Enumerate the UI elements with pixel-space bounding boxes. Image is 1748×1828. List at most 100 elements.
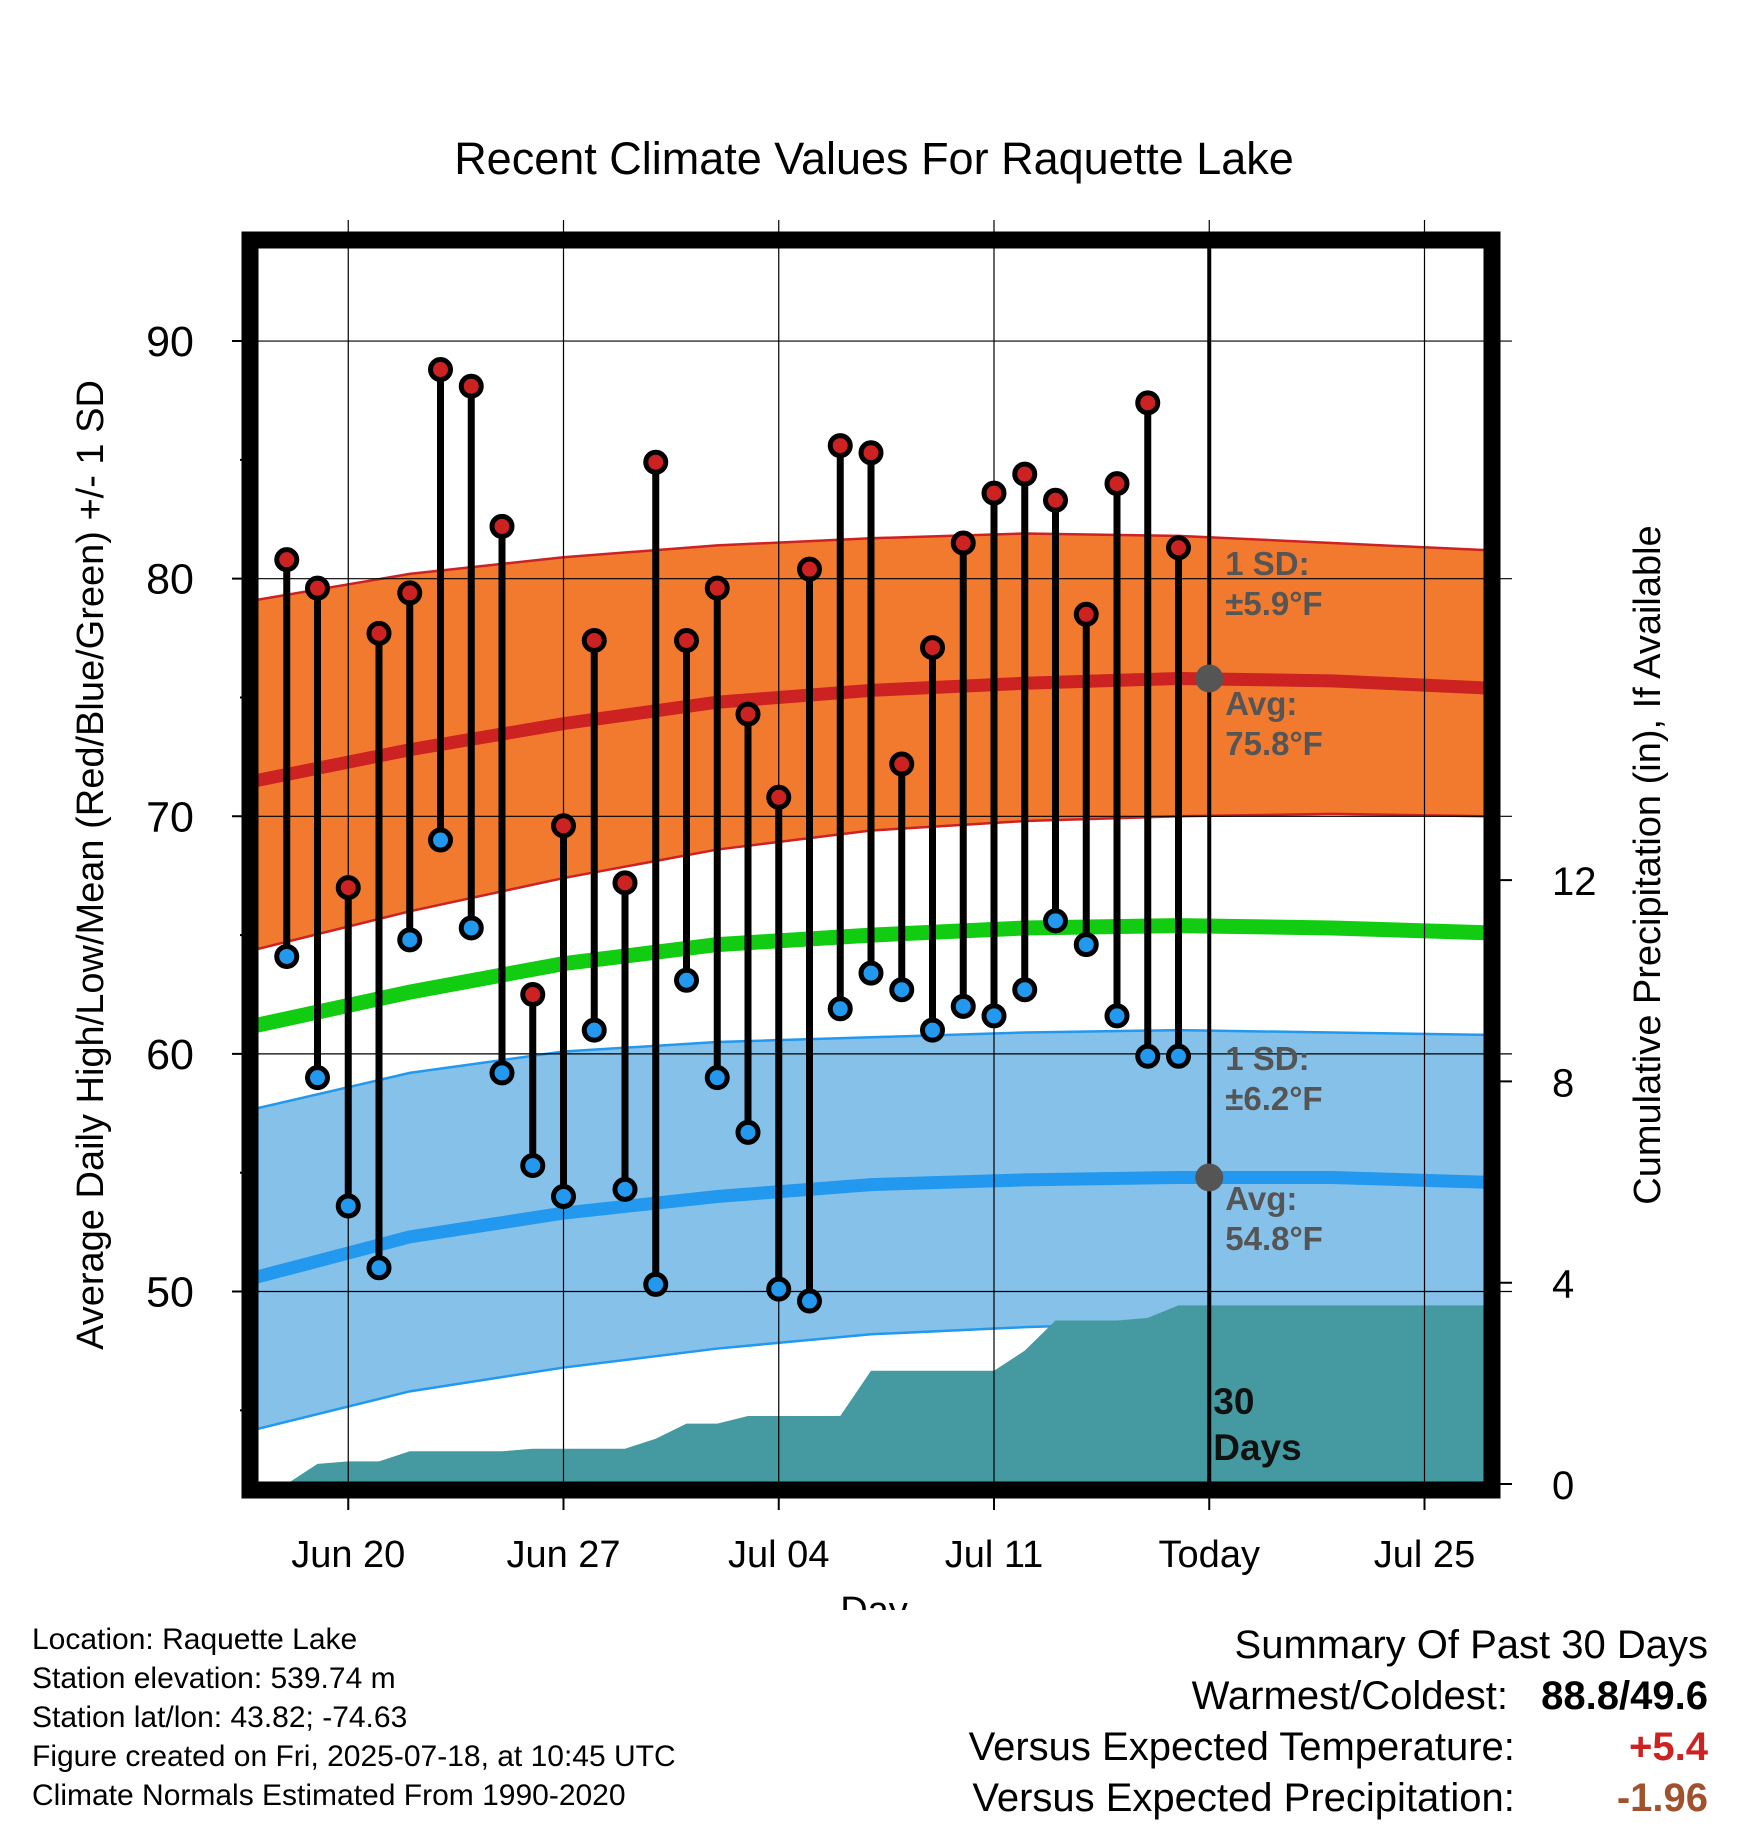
y2-axis-label: Cumulative Precipitation (in), If Availa… <box>1627 525 1669 1204</box>
daily-high-point <box>1166 535 1191 561</box>
x-tick-label: Jun 27 <box>506 1534 620 1576</box>
x-tick-label: Jun 20 <box>291 1534 405 1576</box>
daily-low-point <box>428 827 453 853</box>
daily-low-point <box>397 927 423 953</box>
daily-high-point <box>797 556 822 582</box>
daily-high-point <box>397 580 423 606</box>
y-tick-label: 80 <box>146 556 194 604</box>
daily-high-point <box>1135 390 1161 416</box>
daily-low-point <box>735 1119 761 1145</box>
y2-tick-label: 0 <box>1552 1464 1574 1508</box>
high-sd-annotation: 1 SD: <box>1225 545 1309 582</box>
summary-panel: Summary Of Past 30 Days Warmest/Coldest:… <box>969 1620 1708 1824</box>
daily-high-point <box>489 513 515 539</box>
high-avg-value-annotation: 75.8°F <box>1225 725 1323 762</box>
daily-low-point <box>981 1003 1007 1029</box>
daily-high-point <box>1043 487 1068 513</box>
daily-low-point <box>1043 908 1068 934</box>
y-tick-label: 70 <box>146 793 194 841</box>
precip-departure-label: Versus Expected Precipitation: <box>972 1776 1515 1820</box>
daily-low-point <box>950 993 976 1019</box>
x-tick-label: Jul 25 <box>1374 1534 1475 1576</box>
daily-low-point <box>643 1271 669 1297</box>
climate-chart: Recent Climate Values For Raquette Lake … <box>70 133 1669 1610</box>
coldest-value: 49.6 <box>1630 1674 1708 1718</box>
daily-low-point <box>920 1017 945 1043</box>
warmest-coldest-value: 88.8/49.6 <box>1541 1671 1708 1722</box>
elevation-text: Station elevation: 539.74 m <box>32 1662 396 1695</box>
daily-high-point <box>335 875 361 901</box>
normals-text: Climate Normals Estimated From 1990-2020 <box>32 1779 626 1812</box>
daily-high-point <box>551 813 576 839</box>
daily-high-point <box>858 440 884 466</box>
daily-low-point <box>674 967 699 993</box>
daily-high-point <box>520 982 546 1008</box>
days-label-annotation: Days <box>1213 1427 1301 1468</box>
precip-departure-row: Versus Expected Precipitation: -1.96 <box>969 1773 1708 1824</box>
daily-high-point <box>458 373 484 399</box>
y2-tick-label: 8 <box>1552 1061 1574 1105</box>
temp-departure-row: Versus Expected Temperature: +5.4 <box>969 1722 1708 1773</box>
days-count-annotation: 30 <box>1213 1381 1254 1422</box>
daily-high-point <box>827 433 853 459</box>
daily-low-point <box>858 960 884 986</box>
daily-low-point <box>1166 1043 1191 1069</box>
low-sd-upper-line <box>256 1028 1486 1110</box>
temp-departure-value: +5.4 <box>1629 1725 1708 1769</box>
high-sd-value-annotation: ±5.9°F <box>1225 585 1322 622</box>
daily-low-point <box>305 1065 330 1091</box>
chart-title: Recent Climate Values For Raquette Lake <box>454 133 1294 184</box>
daily-high-point <box>1104 471 1130 497</box>
daily-low-point <box>335 1193 361 1219</box>
plot-frame <box>241 231 1501 1499</box>
precip-area <box>286 1305 1486 1484</box>
low-avg-today-marker <box>1195 1163 1224 1192</box>
station-info: Location: Raquette Lake Station elevatio… <box>32 1620 676 1815</box>
low-avg-value-annotation: 54.8°F <box>1225 1220 1323 1257</box>
warmest-coldest-row: Warmest/Coldest: 88.8/49.6 <box>969 1671 1708 1722</box>
precip-departure-value: -1.96 <box>1616 1776 1708 1820</box>
daily-high-point <box>428 357 453 383</box>
daily-high-point <box>366 620 392 646</box>
daily-low-point <box>1073 932 1099 958</box>
x-tick-label: Today <box>1159 1534 1260 1576</box>
x-axis-label: Day <box>840 1590 908 1610</box>
daily-high-point <box>1073 601 1099 627</box>
daily-low-point <box>520 1153 546 1179</box>
daily-low-point <box>889 977 915 1003</box>
x-tick-label: Jul 04 <box>728 1534 829 1576</box>
y-tick-label: 50 <box>146 1269 194 1317</box>
daily-low-point <box>551 1183 576 1209</box>
daily-low-point <box>766 1276 792 1302</box>
daily-low-point <box>458 915 484 941</box>
y-tick-label: 90 <box>146 318 194 366</box>
daily-high-point <box>612 870 638 896</box>
daily-low-point <box>704 1065 730 1091</box>
warmest-coldest-label: Warmest/Coldest: <box>1191 1674 1509 1718</box>
daily-low-point <box>489 1060 515 1086</box>
summary-title: Summary Of Past 30 Days <box>1234 1623 1708 1667</box>
low-avg-line <box>256 1170 1486 1284</box>
x-tick-label: Jul 11 <box>945 1534 1044 1576</box>
location-text: Location: Raquette Lake <box>32 1623 358 1656</box>
daily-high-point <box>766 784 792 810</box>
daily-low-point <box>797 1288 822 1314</box>
daily-low-point <box>1135 1043 1161 1069</box>
warmest-value: 88.8 <box>1541 1674 1620 1718</box>
daily-high-point <box>1012 461 1038 487</box>
daily-high-point <box>643 449 669 475</box>
high-avg-annotation: Avg: <box>1225 685 1297 722</box>
value-separator: / <box>1619 1674 1631 1718</box>
y2-tick-label: 12 <box>1552 860 1597 904</box>
temp-departure-label: Versus Expected Temperature: <box>968 1725 1515 1769</box>
daily-low-point <box>612 1176 638 1202</box>
y2-tick-label: 4 <box>1552 1263 1574 1307</box>
low-sd-annotation: 1 SD: <box>1225 1040 1309 1077</box>
daily-low-point <box>274 943 300 969</box>
y-axis-label: Average Daily High/Low/Mean (Red/Blue/Gr… <box>70 380 112 1350</box>
daily-high-point <box>735 701 761 727</box>
latlon-text: Station lat/lon: 43.82; -74.63 <box>32 1701 408 1734</box>
daily-low-point <box>1012 977 1038 1003</box>
daily-high-point <box>981 480 1007 506</box>
